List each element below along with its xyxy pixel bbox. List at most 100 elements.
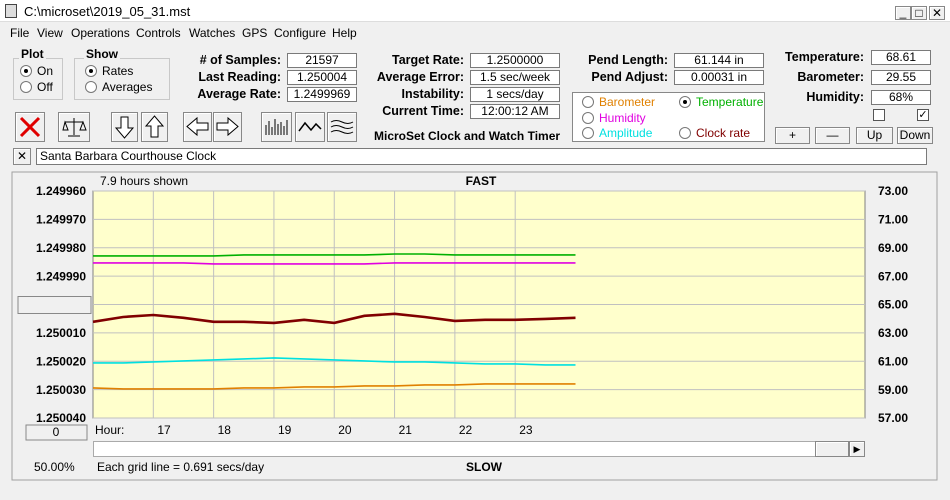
control-button[interactable]: —: [815, 127, 850, 144]
waves-button[interactable]: [327, 112, 357, 142]
checkbox[interactable]: ✓: [917, 109, 929, 121]
y-tick-label: 1.249970: [36, 213, 86, 227]
field-label: Pend Adjust:: [591, 70, 668, 84]
series-line: [93, 253, 576, 257]
field-value: 21597: [287, 53, 357, 68]
control-button[interactable]: +: [775, 127, 810, 144]
close-button[interactable]: ✕: [929, 6, 945, 20]
control-button[interactable]: Down: [897, 127, 933, 144]
y2-tick-label: 67.00: [878, 269, 908, 283]
app-title: MicroSet Clock and Watch Timer: [374, 129, 561, 143]
series-line: [93, 262, 576, 265]
right-button[interactable]: [213, 112, 242, 142]
menu-item[interactable]: Watches: [189, 26, 236, 40]
legend-label: Humidity: [599, 111, 646, 125]
field-label: Instability:: [401, 87, 464, 101]
radio[interactable]: [679, 96, 691, 108]
control-button[interactable]: Up: [856, 127, 893, 144]
y2-tick-label: 65.00: [878, 298, 908, 312]
radio[interactable]: [582, 112, 594, 124]
x-tick-label: 18: [218, 423, 232, 437]
legend-label: Amplitude: [599, 126, 653, 140]
left-button[interactable]: [183, 112, 212, 142]
field-value: 1 secs/day: [470, 87, 560, 102]
checkbox[interactable]: [873, 109, 885, 121]
wave-button[interactable]: [295, 112, 325, 142]
field-value: 68.61: [871, 50, 931, 65]
balance-button[interactable]: [58, 112, 90, 142]
x-tick-label: 19: [278, 423, 292, 437]
legend-label: Clock rate: [696, 126, 751, 140]
down-button[interactable]: [111, 112, 138, 142]
x-tick-label: 17: [157, 423, 171, 437]
scrollbar[interactable]: [93, 441, 865, 457]
menu-item[interactable]: GPS: [242, 26, 268, 40]
radio[interactable]: [679, 127, 691, 139]
field-label: Average Error:: [376, 70, 464, 84]
maximize-button[interactable]: □: [911, 6, 927, 20]
bars-button[interactable]: [261, 112, 292, 142]
radio-label: On: [37, 64, 54, 78]
field-label: Pend Length:: [588, 53, 668, 67]
annotation: 50.00%: [34, 460, 75, 474]
field-value: 61.144 in: [674, 53, 764, 68]
x-tick-label: 22: [459, 423, 473, 437]
x-tick-label: 21: [399, 423, 413, 437]
radio[interactable]: [20, 81, 32, 93]
show-group: [74, 58, 170, 100]
menu-item[interactable]: Controls: [136, 26, 181, 40]
menu-item[interactable]: Help: [332, 26, 357, 40]
menu-item[interactable]: File: [10, 26, 30, 40]
field-value: 1.250004: [287, 70, 357, 85]
annotation: FAST: [466, 174, 497, 188]
field-label: Last Reading:: [198, 70, 281, 84]
offset-label: 0: [53, 425, 60, 439]
stop-button[interactable]: [15, 112, 45, 142]
scroll-right[interactable]: ▶: [849, 441, 865, 457]
series-selector: [572, 92, 765, 142]
title-bar: [0, 0, 950, 22]
legend-label: Barometer: [599, 95, 656, 109]
x-tick-label: 20: [338, 423, 352, 437]
y2-tick-label: 59.00: [878, 383, 908, 397]
y-tick-label: 1.250020: [36, 354, 86, 368]
field-value: 1.2499969: [287, 87, 357, 102]
menu-item[interactable]: Configure: [274, 26, 327, 40]
radio[interactable]: [20, 65, 32, 77]
radio[interactable]: [582, 127, 594, 139]
field-label: # of Samples:: [199, 53, 281, 67]
scroll-thumb[interactable]: [815, 441, 849, 457]
radio[interactable]: [85, 65, 97, 77]
y-tick-label: 1.250010: [36, 326, 86, 340]
y-tick-label: 1.249990: [36, 269, 86, 283]
radio[interactable]: [582, 96, 594, 108]
y2-tick-label: 57.00: [878, 411, 908, 425]
y2-tick-label: 63.00: [878, 326, 908, 340]
field-label: Barometer:: [797, 70, 864, 84]
field-label: Target Rate:: [391, 53, 464, 67]
menu-item[interactable]: View: [37, 26, 63, 40]
series-line: [93, 357, 576, 366]
app-icon: [5, 4, 17, 18]
series-line: [92, 312, 576, 325]
up-button[interactable]: [141, 112, 168, 142]
y-tick-label: 1.249980: [36, 241, 86, 255]
clock-name-field[interactable]: Santa Barbara Courthouse Clock: [36, 148, 927, 165]
minimize-button[interactable]: _: [895, 6, 911, 20]
radio-label: Rates: [102, 64, 134, 78]
x-tick-label: 23: [519, 423, 533, 437]
clear-button[interactable]: ✕: [13, 148, 31, 165]
field-value: 0.00031 in: [674, 70, 764, 85]
radio[interactable]: [85, 81, 97, 93]
y-tick-label: 1.249960: [36, 184, 86, 198]
group-label: Show: [84, 47, 120, 61]
field-label: Average Rate:: [197, 87, 281, 101]
group-label: Plot: [19, 47, 46, 61]
radio-label: Averages: [102, 80, 153, 94]
y2-tick-label: 73.00: [878, 184, 908, 198]
field-value: 1.2500000: [470, 53, 560, 68]
menu-item[interactable]: Operations: [71, 26, 130, 40]
legend-label: Temperature: [696, 95, 764, 109]
